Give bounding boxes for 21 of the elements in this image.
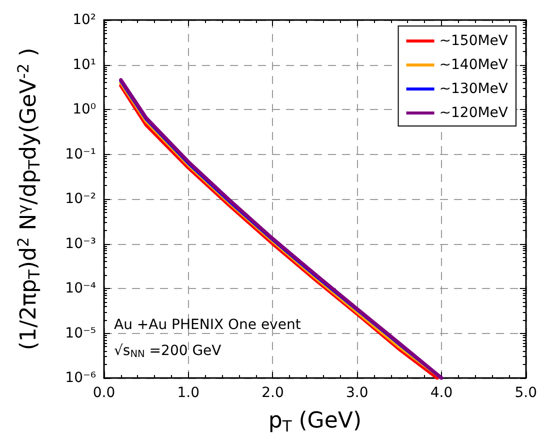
y-tick-label: 10⁻⁵	[65, 325, 96, 342]
y-tick-label: 10⁻³	[65, 236, 96, 252]
x-tick-label: 5.0	[514, 385, 537, 401]
legend-label: ~130MeV	[439, 81, 508, 97]
y-tick-label: 10⁻¹	[65, 146, 96, 162]
y-tick-label: 10⁻⁴	[65, 280, 96, 296]
y-tick-label: 10⁰	[72, 102, 96, 118]
legend-label: ~120MeV	[439, 105, 508, 121]
x-tick-label: 0.0	[92, 385, 116, 401]
y-tick-label: 10⁻²	[65, 191, 96, 207]
x-tick-label: 1.0	[177, 385, 200, 401]
y-tick-label: 10⁻⁶	[65, 370, 96, 386]
text: (1/2πpT)d2 Nγ/dpTdy(GeV-2 )	[14, 48, 44, 350]
y-tick-label: 10¹	[72, 56, 96, 73]
x-tick-label: 2.0	[262, 385, 284, 401]
x-tick-label: 4.0	[430, 385, 453, 401]
legend-label: ~150MeV	[439, 33, 508, 49]
x-tick-label: 3.0	[346, 385, 368, 401]
legend-label: ~140MeV	[439, 57, 508, 73]
y-tick-label: 10²	[72, 12, 96, 28]
annotation: Au +Au PHENIX One event	[114, 317, 302, 333]
